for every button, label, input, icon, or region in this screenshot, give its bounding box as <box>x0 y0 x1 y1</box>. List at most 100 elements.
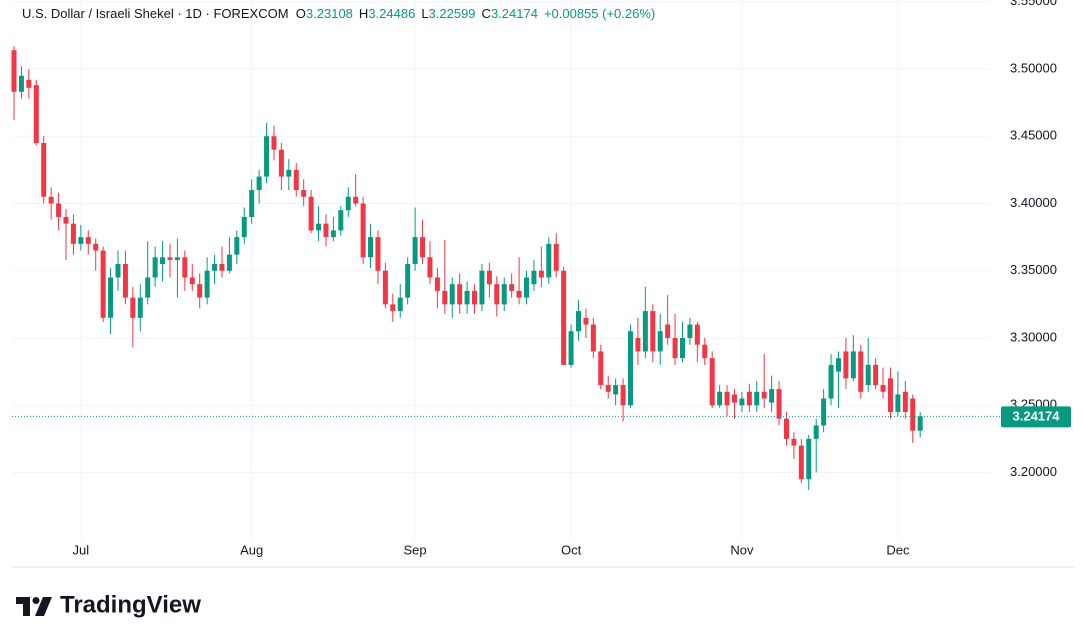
y-tick-label: 3.40000 <box>1010 195 1057 210</box>
candle-body <box>479 270 485 305</box>
candle-body <box>308 196 314 231</box>
c-label: C <box>481 6 491 21</box>
candle-body <box>672 337 678 359</box>
candle-body <box>18 75 24 92</box>
symbol: U.S. Dollar / Israeli Shekel · 1D · FORE… <box>22 6 289 21</box>
candle-body <box>887 378 893 412</box>
x-tick-label: Aug <box>240 542 263 557</box>
candle-body <box>850 351 856 379</box>
candle-body <box>434 277 440 291</box>
candle-body <box>709 358 715 406</box>
candle-body <box>568 331 574 365</box>
candle-body <box>56 203 62 217</box>
candle-body <box>338 210 344 231</box>
candle-body <box>835 358 841 372</box>
candle-body <box>590 324 596 352</box>
candle-body <box>828 364 834 399</box>
candle-body <box>620 385 626 406</box>
candle-body <box>553 243 559 271</box>
candle-body <box>895 394 901 412</box>
candle-body <box>70 223 76 244</box>
candle-body <box>613 385 619 395</box>
candle-body <box>538 270 544 278</box>
candle-body <box>642 311 648 352</box>
candle-body <box>197 284 203 298</box>
candle-body <box>323 223 329 238</box>
candle-body <box>858 351 864 392</box>
candle-body <box>85 237 91 244</box>
candle-body <box>501 284 507 305</box>
candle-body <box>605 385 611 392</box>
legend-header: U.S. Dollar / Israeli Shekel · 1D · FORE… <box>22 6 661 21</box>
candle-body <box>115 264 121 278</box>
candle-body <box>679 337 685 359</box>
candle-body <box>11 50 17 92</box>
candle-body <box>397 297 403 312</box>
candle-body <box>137 297 143 318</box>
candle-body <box>427 257 433 278</box>
candle-body <box>26 79 32 88</box>
candle-body <box>791 438 797 446</box>
candle-body <box>731 394 737 403</box>
candle-body <box>256 176 262 191</box>
y-tick-label: 3.35000 <box>1010 262 1057 277</box>
candle-body <box>917 416 923 431</box>
candle-body <box>301 190 307 197</box>
candle-body <box>665 324 671 338</box>
candle-body <box>442 290 448 305</box>
candle-body <box>769 389 775 403</box>
candle-body <box>783 418 789 439</box>
candle-body <box>806 438 812 480</box>
h-label: H <box>358 6 369 21</box>
candle-body <box>821 398 827 426</box>
x-tick-label: Sep <box>404 542 427 557</box>
o-value: 3.23108 <box>305 6 353 21</box>
candle-body <box>152 257 158 278</box>
o-label: O <box>295 6 306 21</box>
h-value: 3.24486 <box>368 6 416 21</box>
candle-body <box>650 311 656 352</box>
candle-body <box>100 250 106 318</box>
candle-body <box>561 270 567 365</box>
candle-body <box>174 257 180 260</box>
candle-body <box>694 324 700 345</box>
candle-body <box>78 237 84 244</box>
x-tick-label: Jul <box>73 542 90 557</box>
candle-body <box>724 391 730 406</box>
candle-body <box>635 337 641 352</box>
candle-body <box>754 391 760 406</box>
candle-body <box>583 317 589 325</box>
candle-body <box>382 270 388 305</box>
candle-body <box>375 237 381 271</box>
candle-body <box>524 277 530 298</box>
candle-body <box>628 331 634 406</box>
candle-body <box>516 290 522 298</box>
candle-body <box>41 142 47 197</box>
candle-body <box>464 290 470 305</box>
candle-body <box>204 270 210 298</box>
candle-body <box>449 284 455 305</box>
candle-body <box>33 85 39 143</box>
candle-body <box>761 391 767 399</box>
candle-body <box>212 264 218 271</box>
candle-body <box>219 264 225 271</box>
candle-body <box>412 237 418 265</box>
candle-body <box>345 196 351 211</box>
c-value: 3.24174 <box>490 6 538 21</box>
candle-body <box>167 257 173 260</box>
y-tick-label: 3.20000 <box>1010 464 1057 479</box>
x-tick-label: Nov <box>730 542 754 557</box>
candle-body <box>360 203 366 258</box>
candle-body <box>160 257 166 265</box>
candle-body <box>145 277 151 298</box>
candle-body <box>910 398 916 431</box>
candle-body <box>226 254 232 271</box>
candle-body <box>687 324 693 338</box>
candle-body <box>316 223 322 231</box>
l-value: 3.22599 <box>428 6 476 21</box>
candle-body <box>63 216 69 224</box>
candle-body <box>122 264 128 298</box>
candle-body <box>813 425 819 439</box>
candle-body <box>657 331 663 352</box>
candle-body <box>776 389 782 419</box>
